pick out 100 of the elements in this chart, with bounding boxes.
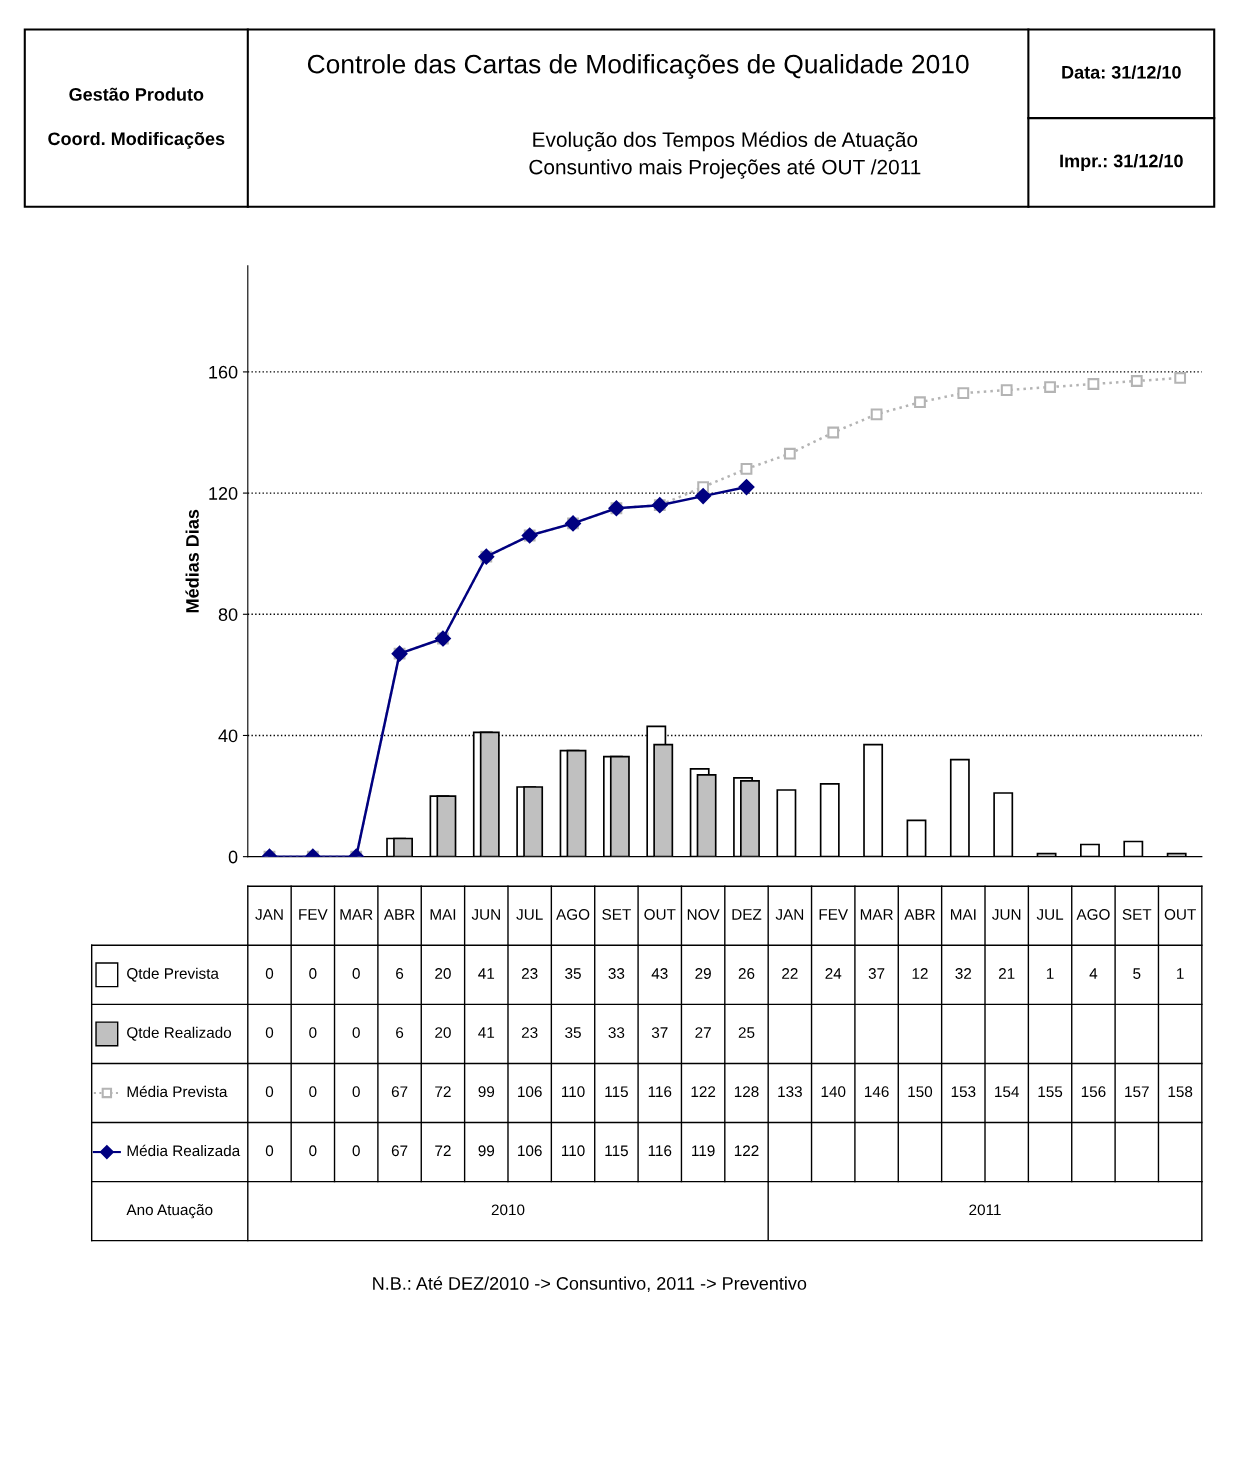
data-label: 154 <box>995 1086 1019 1098</box>
y-tick-label: 160 <box>209 365 238 379</box>
text: Gestão Produto <box>69 87 204 101</box>
data-label: 122 <box>734 1145 759 1157</box>
data-label: 72 <box>435 1086 451 1097</box>
x-tick-label: NOV <box>687 909 720 920</box>
data-label: 0 <box>309 1027 317 1038</box>
text: Coord. Modificações <box>48 131 225 149</box>
x-tick-label: AGO <box>556 909 590 920</box>
data-label: 115 <box>605 1145 628 1157</box>
data-label: 122 <box>691 1086 716 1097</box>
data-label: 157 <box>1125 1086 1149 1098</box>
data-label: 99 <box>478 1145 495 1157</box>
data-label: 24 <box>825 968 842 979</box>
data-label: 0 <box>265 968 274 979</box>
legend-label: Qtde Prevista <box>127 967 219 982</box>
text: N.B.: Até DEZ/2010 -> Consuntivo, 2011 -> Preventivo <box>373 1276 807 1292</box>
data-label: 115 <box>605 1086 628 1098</box>
x-tick-label: AGO <box>1076 909 1110 920</box>
x-tick-label: MAI <box>951 909 976 920</box>
data-label: 0 <box>352 968 360 979</box>
x-tick-label: JUL <box>1036 909 1064 920</box>
data-label: 128 <box>734 1086 759 1098</box>
data-label: 155 <box>1038 1086 1063 1098</box>
data-label: 6 <box>396 1027 404 1038</box>
data-label: 140 <box>821 1086 846 1098</box>
data-label: 99 <box>478 1086 495 1098</box>
text: 2011 <box>969 1204 1001 1216</box>
data-label: 67 <box>391 1086 408 1098</box>
data-label: 29 <box>695 968 711 979</box>
x-tick-label: MAR <box>860 909 893 920</box>
data-label: 153 <box>951 1086 976 1098</box>
x-tick-label: FEV <box>819 909 849 920</box>
x-tick-label: DEZ <box>732 909 762 920</box>
data-label: 158 <box>1168 1086 1193 1098</box>
legend-label: Média Realizada <box>127 1144 241 1157</box>
data-label: 27 <box>695 1027 711 1038</box>
data-label: 156 <box>1081 1086 1106 1098</box>
y-tick-label: 40 <box>218 729 238 743</box>
data-label: 0 <box>352 1027 360 1038</box>
y-tick-label: 80 <box>218 608 238 621</box>
text: Ano Atuação <box>126 1204 213 1219</box>
data-label: 37 <box>651 1027 668 1038</box>
data-label: 25 <box>738 1027 755 1038</box>
y-tick-label: 120 <box>209 487 238 500</box>
data-label: 35 <box>565 968 581 979</box>
data-label: 1 <box>1177 968 1184 979</box>
data-label: 41 <box>478 1027 495 1038</box>
x-tick-label: ABR <box>383 909 415 920</box>
text: Data: 31/12/10 <box>1062 65 1181 79</box>
y-axis-title: Médias Dias <box>185 509 199 613</box>
text: 2010 <box>491 1204 525 1216</box>
data-label: 0 <box>352 1086 360 1098</box>
data-label: 106 <box>518 1086 542 1098</box>
data-label: 35 <box>565 1027 581 1038</box>
data-label: 0 <box>265 1027 274 1038</box>
data-label: 116 <box>648 1145 672 1157</box>
data-label: 150 <box>908 1086 933 1098</box>
data-label: 110 <box>562 1086 585 1098</box>
data-label: 21 <box>998 968 1015 979</box>
data-label: 0 <box>309 968 317 979</box>
data-label: 119 <box>692 1145 715 1157</box>
data-label: 67 <box>391 1145 408 1157</box>
data-label: 20 <box>435 1027 451 1038</box>
y-tick-label: 0 <box>228 850 238 864</box>
data-label: 0 <box>265 1145 274 1157</box>
x-tick-label: ABR <box>904 909 935 920</box>
data-label: 0 <box>309 1086 317 1098</box>
data-label: 106 <box>518 1145 542 1157</box>
text: Impr.: 31/12/10 <box>1060 154 1183 171</box>
x-tick-label: JUL <box>516 909 543 920</box>
legend-label: Média Prevista <box>127 1085 228 1098</box>
x-tick-label: MAR <box>340 909 373 920</box>
x-tick-label: OUT <box>1164 909 1196 920</box>
data-label: 26 <box>738 968 755 979</box>
data-label: 133 <box>778 1086 802 1098</box>
data-label: 72 <box>435 1145 451 1157</box>
data-label: 37 <box>868 968 885 979</box>
chart-subtitle: Evolução dos Tempos Médios de Atuação Consuntivo mais Projeções até OUT /2011 <box>529 131 921 179</box>
data-label: 22 <box>782 968 798 979</box>
data-label: 5 <box>1133 968 1141 979</box>
x-tick-label: JUN <box>471 909 500 920</box>
x-tick-label: FEV <box>299 909 328 920</box>
legend-label: Qtde Realizado <box>127 1026 232 1041</box>
x-tick-label: JAN <box>255 909 283 920</box>
data-label: 12 <box>912 968 928 979</box>
data-label: 4 <box>1089 968 1098 979</box>
data-label: 43 <box>651 968 668 979</box>
chart-title: Controle das Cartas de Modificações de Qualidade 2010 <box>307 54 969 79</box>
data-label: 23 <box>521 968 538 979</box>
data-label: 23 <box>521 1027 538 1038</box>
x-tick-label: MAI <box>430 909 456 920</box>
data-label: 146 <box>865 1086 889 1098</box>
data-label: 116 <box>648 1086 672 1098</box>
x-tick-label: SET <box>602 909 631 920</box>
data-label: 6 <box>396 968 404 979</box>
x-tick-label: JUN <box>992 909 1021 920</box>
data-label: 20 <box>435 968 451 979</box>
data-label: 32 <box>955 968 972 979</box>
x-tick-label: SET <box>1122 909 1152 920</box>
